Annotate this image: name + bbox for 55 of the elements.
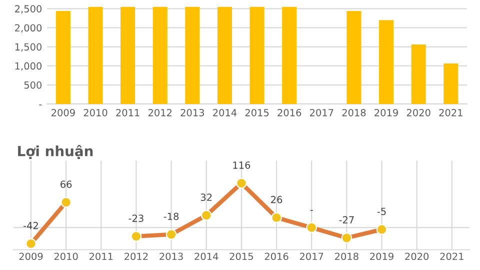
x-tick-label: 2018 bbox=[335, 252, 358, 260]
data-label: -23 bbox=[128, 214, 144, 222]
data-label: - bbox=[310, 210, 313, 211]
x-tick-label: 2009 bbox=[19, 252, 43, 260]
bar bbox=[444, 64, 458, 104]
x-tick-label: 2015 bbox=[245, 108, 269, 116]
data-label: 26 bbox=[271, 196, 282, 204]
x-tick-label: 2014 bbox=[194, 252, 218, 260]
bar bbox=[411, 44, 426, 104]
x-tick-label: 2010 bbox=[54, 252, 78, 260]
y-tick-label: 1,000 bbox=[15, 62, 42, 71]
x-tick-label: 2021 bbox=[440, 252, 464, 260]
x-tick-label: 2012 bbox=[148, 108, 172, 116]
data-label: -18 bbox=[164, 212, 179, 220]
bar bbox=[88, 6, 103, 104]
y-tick-label: 2,000 bbox=[15, 24, 42, 33]
bar bbox=[379, 20, 394, 104]
x-tick-label: 2011 bbox=[89, 252, 113, 260]
bar bbox=[185, 6, 200, 104]
x-tick-label: 2016 bbox=[264, 252, 288, 260]
x-tick-label: 2020 bbox=[405, 252, 429, 260]
x-tick-label: 2013 bbox=[160, 252, 183, 260]
y-tick-label: 2,500 bbox=[15, 5, 42, 14]
x-tick-label: 2012 bbox=[124, 252, 148, 260]
x-tick-label: 2017 bbox=[300, 252, 324, 260]
x-tick-label: 2009 bbox=[52, 108, 75, 116]
x-tick-label: 2021 bbox=[439, 108, 462, 116]
bar bbox=[120, 6, 136, 104]
data-label: 116 bbox=[233, 161, 250, 169]
data-label: -42 bbox=[24, 222, 38, 230]
y-tick-label: 500 bbox=[24, 81, 42, 89]
y-tick-label: 1,500 bbox=[15, 43, 42, 52]
x-tick-label: 2017 bbox=[310, 108, 334, 116]
bar bbox=[250, 6, 264, 104]
bar bbox=[217, 6, 232, 104]
x-tick-label: 2015 bbox=[230, 252, 253, 260]
data-label: 66 bbox=[60, 180, 72, 188]
bar bbox=[282, 6, 297, 104]
x-tick-label: 2013 bbox=[180, 108, 204, 116]
x-tick-label: 2020 bbox=[406, 108, 430, 116]
bar bbox=[152, 6, 168, 104]
x-tick-label: 2011 bbox=[116, 108, 140, 116]
x-tick-label: 2019 bbox=[370, 252, 394, 260]
x-tick-label: 2014 bbox=[213, 108, 237, 116]
x-tick-label: 2016 bbox=[278, 108, 302, 116]
chart-title: Lợi nhuận bbox=[18, 144, 93, 160]
x-tick-label: 2018 bbox=[342, 108, 366, 116]
x-tick-label: 2019 bbox=[374, 108, 398, 116]
data-label: -27 bbox=[339, 216, 354, 224]
bar bbox=[346, 10, 362, 104]
bar bbox=[56, 10, 70, 104]
y-tick-label: - bbox=[39, 104, 42, 106]
data-label: -5 bbox=[377, 208, 386, 216]
data-label: 32 bbox=[200, 194, 212, 201]
x-tick-label: 2010 bbox=[84, 108, 108, 116]
